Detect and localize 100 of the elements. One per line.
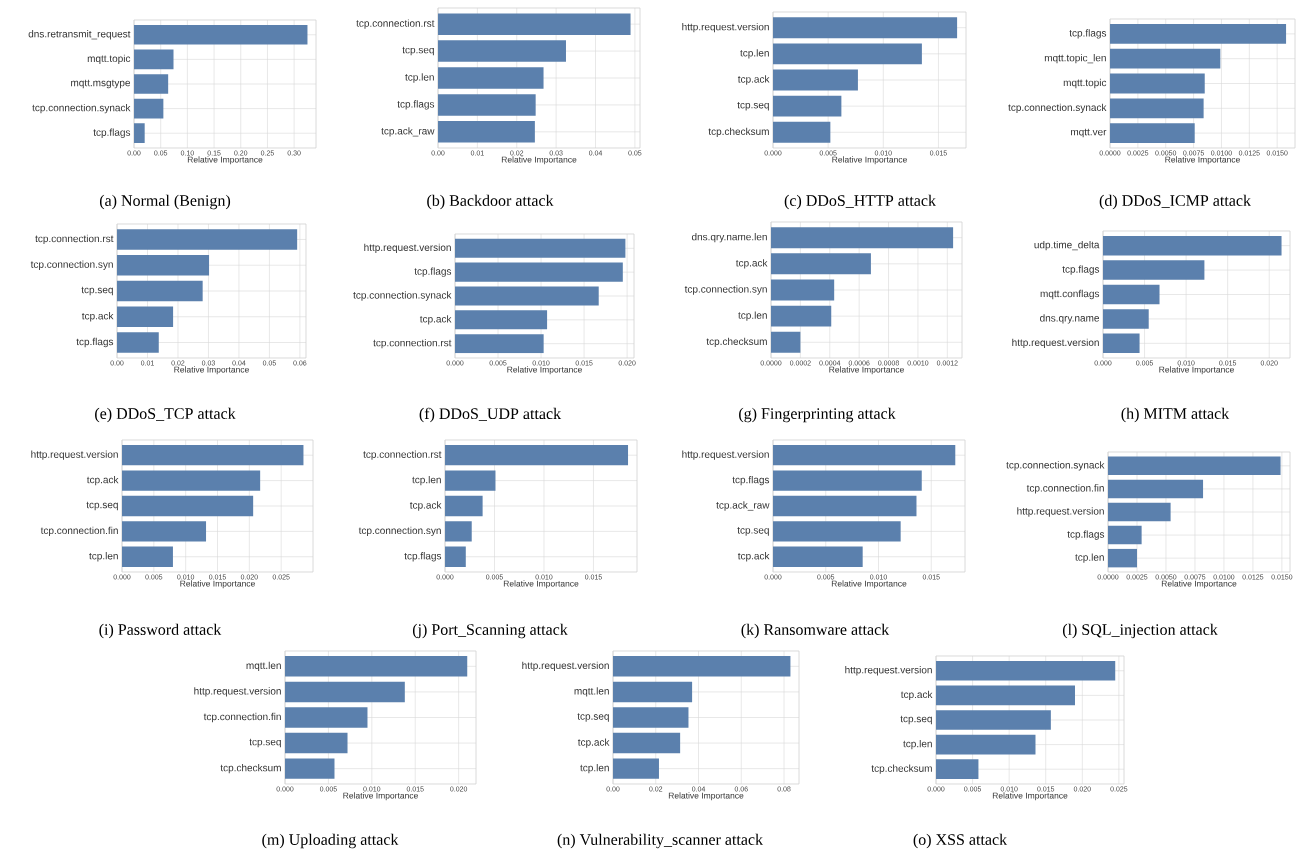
text: (m) Uploading attack xyxy=(262,833,399,849)
y-tick-label: tcp.connection.rst xyxy=(356,19,435,29)
bar xyxy=(936,660,1116,681)
y-tick-label: tcp.seq xyxy=(737,101,769,111)
y-tick-label: tcp.connection.synack xyxy=(353,291,452,301)
y-tick-label: tcp.ack xyxy=(735,259,768,269)
y-tick-label: tcp.ack xyxy=(737,552,770,562)
bar xyxy=(773,546,863,567)
bar xyxy=(122,470,261,491)
y-tick-label: tcp.flags xyxy=(1067,530,1105,540)
text: (h) MITM attack xyxy=(1121,407,1230,423)
y-tick-label: tcp.len xyxy=(412,475,441,486)
bar xyxy=(1110,73,1205,94)
bar xyxy=(773,121,831,143)
bar xyxy=(455,238,626,258)
bar xyxy=(773,445,956,466)
y-tick-label: tcp.connection.synack xyxy=(1008,103,1107,113)
text: (d) DDoS_ICMP attack xyxy=(1099,194,1251,210)
y-tick-label: tcp.flags xyxy=(1069,29,1107,39)
text: (k) Ransomware attack xyxy=(741,623,890,639)
bar xyxy=(936,685,1075,706)
y-tick-label: tcp.flags xyxy=(76,337,114,348)
y-tick-label: tcp.ack xyxy=(900,690,933,701)
x-axis-title: Relative Importance xyxy=(1161,580,1237,589)
x-axis-title: Relative Importance xyxy=(174,366,249,375)
text: (j) Port_Scanning attack xyxy=(412,623,568,639)
bar xyxy=(1110,48,1221,69)
y-tick-label: tcp.checksum xyxy=(708,127,769,137)
text: (i) Password attack xyxy=(99,623,222,639)
bar xyxy=(771,279,835,301)
bar xyxy=(117,229,298,250)
x-axis-title: Relative Importance xyxy=(831,580,907,589)
y-tick-label: http.request.version xyxy=(31,450,118,460)
bar xyxy=(936,734,1036,755)
bar xyxy=(438,121,535,143)
bar xyxy=(771,305,832,327)
bar xyxy=(1110,123,1195,144)
bar xyxy=(1110,23,1287,44)
y-tick-label: dns.retransmit_request xyxy=(28,30,131,40)
y-tick-label: mqtt.ver xyxy=(1071,128,1107,138)
x-axis-title: Relative Importance xyxy=(187,156,263,165)
bar xyxy=(773,17,958,39)
y-tick-label: mqtt.topic xyxy=(87,54,131,65)
y-tick-label: dns.qry.name xyxy=(1040,314,1100,324)
text: (g) Fingerprinting attack xyxy=(739,407,896,423)
x-axis-title: Relative Importance xyxy=(507,366,582,375)
bar xyxy=(122,521,207,542)
y-tick-label: tcp.ack xyxy=(419,315,452,325)
bar xyxy=(445,495,483,517)
bar xyxy=(438,67,544,89)
y-tick-label: tcp.len xyxy=(903,739,932,750)
y-tick-label: tcp.checksum xyxy=(220,763,281,774)
y-tick-label: tcp.connection.synack xyxy=(32,103,131,114)
bar xyxy=(445,445,629,466)
text: (f) DDoS_UDP attack xyxy=(419,407,562,423)
y-tick-label: tcp.connection.syn xyxy=(30,260,113,270)
y-tick-label: mqtt.conflags xyxy=(1040,289,1100,300)
text: (n) Vulnerability_scanner attack xyxy=(557,833,764,849)
bar xyxy=(455,286,599,306)
y-tick-label: tcp.flags xyxy=(93,128,131,138)
y-tick-label: tcp.connection.rst xyxy=(363,450,442,460)
bar xyxy=(285,707,368,728)
y-tick-label: http.request.version xyxy=(364,243,451,253)
bar xyxy=(134,74,169,94)
bar xyxy=(438,40,566,62)
y-tick-label: tcp.len xyxy=(1075,553,1104,563)
bar xyxy=(117,332,159,353)
y-tick-label: tcp.ack xyxy=(86,475,119,486)
bar xyxy=(1103,333,1140,354)
y-tick-label: tcp.seq xyxy=(402,46,434,56)
text: (a) Normal (Benign) xyxy=(99,194,231,210)
x-axis-title: Relative Importance xyxy=(832,156,907,165)
y-tick-label: tcp.flags xyxy=(404,552,442,562)
bar xyxy=(1103,235,1282,256)
bar xyxy=(438,94,536,116)
bar xyxy=(445,546,466,567)
bar xyxy=(613,681,693,703)
y-tick-label: tcp.connection.rst xyxy=(373,339,452,349)
bar xyxy=(773,95,842,117)
y-tick-label: tcp.connection.synack xyxy=(1006,461,1105,471)
bar xyxy=(117,254,210,276)
bar xyxy=(445,521,472,542)
bar xyxy=(122,546,173,567)
bar xyxy=(122,445,304,466)
y-tick-label: tcp.connection.syn xyxy=(358,526,441,537)
bar xyxy=(773,69,858,91)
bar xyxy=(771,227,954,249)
bar xyxy=(1103,284,1160,305)
y-tick-label: mqtt.len xyxy=(246,661,281,671)
y-tick-label: tcp.len xyxy=(580,763,609,774)
y-tick-label: tcp.len xyxy=(738,311,767,321)
x-axis-title: Relative Importance xyxy=(1165,156,1240,165)
y-tick-label: http.request.version xyxy=(1012,338,1099,348)
y-tick-label: tcp.len xyxy=(740,49,769,59)
x-axis-title: Relative Importance xyxy=(503,580,579,589)
y-tick-label: tcp.flags xyxy=(414,267,452,277)
text: (c) DDoS_HTTP attack xyxy=(784,194,936,210)
y-tick-label: http.request.version xyxy=(522,661,609,671)
bar xyxy=(455,310,548,330)
y-tick-label: tcp.seq xyxy=(900,715,932,725)
